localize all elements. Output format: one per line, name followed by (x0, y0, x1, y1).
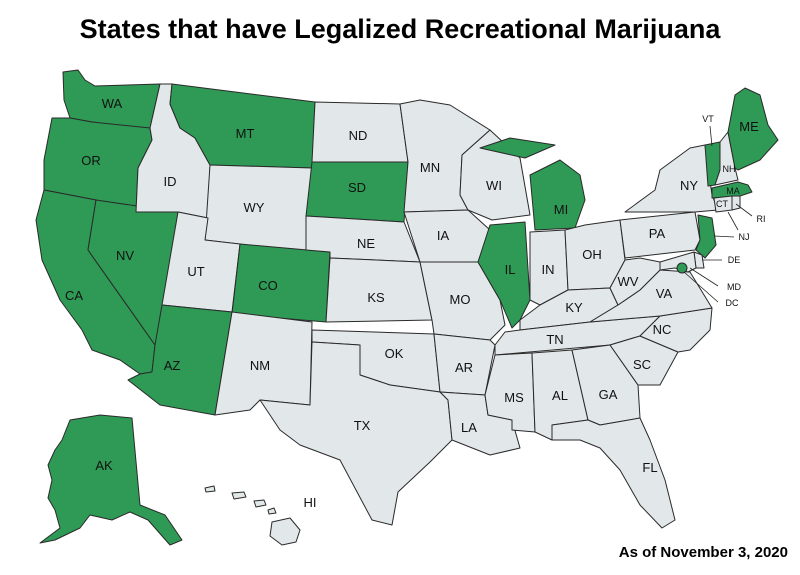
label-mi: MI (554, 202, 568, 217)
label-ne: NE (357, 236, 375, 251)
label-oh: OH (582, 247, 602, 262)
label-or: OR (81, 153, 101, 168)
label-ny: NY (680, 178, 698, 193)
state-co[interactable] (231, 243, 331, 323)
state-ak[interactable] (39, 414, 183, 546)
label-nc: NC (653, 322, 672, 337)
label-hi: HI (304, 495, 317, 510)
state-ar[interactable] (433, 333, 496, 396)
state-dc[interactable] (676, 262, 688, 274)
label-ct: CT (716, 199, 728, 209)
state-fl[interactable] (551, 417, 676, 529)
label-ma: MA (726, 186, 740, 196)
label-md: MD (727, 282, 741, 292)
state-ma[interactable] (711, 181, 753, 199)
label-pa: PA (649, 226, 666, 241)
label-co: CO (258, 278, 278, 293)
label-in: IN (542, 262, 555, 277)
map-title: States that have Legalized Recreational … (79, 14, 721, 44)
label-id: ID (164, 174, 177, 189)
state-mi[interactable] (479, 137, 586, 231)
label-fl: FL (642, 460, 657, 475)
state-sc[interactable] (609, 335, 679, 386)
label-ok: OK (385, 346, 404, 361)
state-tx[interactable] (259, 341, 453, 526)
label-sc: SC (633, 357, 651, 372)
label-mt: MT (236, 126, 255, 141)
label-wy: WY (244, 200, 265, 215)
label-tn: TN (546, 332, 563, 347)
label-ak: AK (95, 458, 113, 473)
label-nj: NJ (739, 232, 750, 242)
label-ga: GA (599, 387, 618, 402)
label-ia: IA (437, 228, 450, 243)
label-wi: WI (486, 178, 502, 193)
label-mo: MO (450, 292, 471, 307)
label-de: DE (728, 255, 741, 265)
label-wa: WA (102, 96, 123, 111)
label-nv: NV (116, 248, 134, 263)
label-ri: RI (757, 214, 766, 224)
label-nd: ND (349, 128, 368, 143)
label-nh: NH (723, 164, 736, 174)
label-ca: CA (65, 288, 83, 303)
label-mn: MN (420, 160, 440, 175)
state-nj[interactable] (695, 214, 717, 259)
label-me: ME (739, 119, 759, 134)
label-ky: KY (565, 300, 583, 315)
state-ny[interactable] (624, 144, 719, 213)
label-leaders (683, 125, 753, 303)
label-az: AZ (164, 358, 181, 373)
label-tx: TX (354, 418, 371, 433)
label-nm: NM (250, 358, 270, 373)
label-ms: MS (504, 390, 524, 405)
label-dc: DC (726, 298, 739, 308)
label-la: LA (461, 420, 477, 435)
date-footnote: As of November 3, 2020 (618, 544, 788, 561)
label-vt: VT (702, 114, 714, 124)
label-ut: UT (187, 264, 204, 279)
label-ks: KS (367, 290, 385, 305)
state-hi[interactable] (204, 485, 301, 546)
state-il[interactable] (477, 221, 531, 329)
label-wv: WV (618, 274, 639, 289)
state-me[interactable] (727, 87, 779, 171)
state-ri[interactable] (731, 195, 741, 211)
state-labels: WA OR CA NV AZ MT CO SD IL MI NJ VT ME M… (65, 96, 766, 510)
label-sd: SD (348, 180, 366, 195)
label-va: VA (656, 286, 673, 301)
label-al: AL (552, 388, 568, 403)
label-il: IL (505, 262, 516, 277)
label-ar: AR (455, 360, 473, 375)
